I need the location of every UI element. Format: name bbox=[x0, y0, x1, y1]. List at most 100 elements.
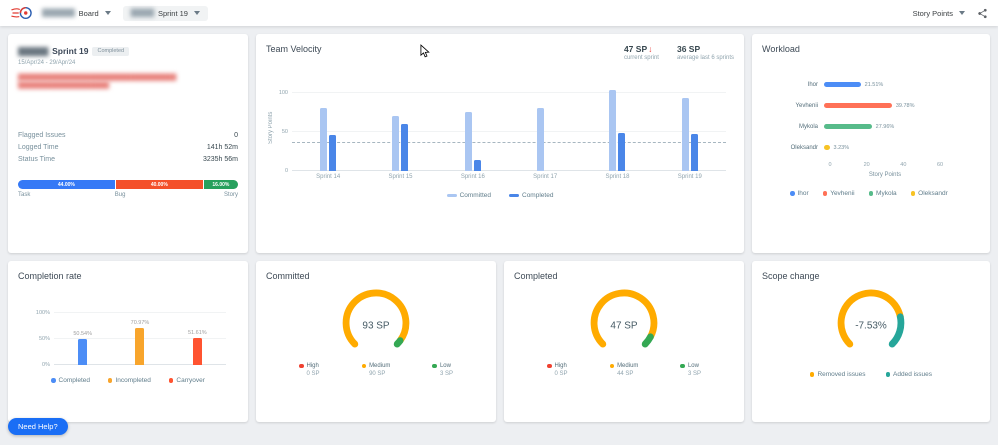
velocity-bar-group bbox=[464, 111, 481, 171]
legend-dot bbox=[168, 378, 174, 383]
velocity-bar-completed[interactable] bbox=[401, 124, 409, 171]
stat-logged-time: Logged Time 141h 52m bbox=[18, 142, 238, 154]
completion-bar-incompleted[interactable] bbox=[135, 328, 145, 365]
velocity-x-axis: Sprint 14 Sprint 15 Sprint 16 Sprint 17 Spri… bbox=[292, 174, 726, 180]
legend-dot bbox=[51, 378, 56, 383]
current-sprint-value: 47 SP bbox=[623, 44, 648, 54]
legend-label: High bbox=[554, 363, 567, 369]
share-icon[interactable] bbox=[977, 8, 988, 19]
legend-marker bbox=[509, 194, 519, 197]
legend-dot bbox=[299, 363, 304, 369]
workload-bar-mykola[interactable] bbox=[824, 124, 872, 129]
app-logo-icon bbox=[11, 6, 32, 20]
velocity-bar-completed[interactable] bbox=[329, 135, 337, 171]
gauge-segment bbox=[393, 337, 404, 348]
legend-completed[interactable]: Completed bbox=[51, 377, 90, 384]
completion-bar-carryover[interactable] bbox=[192, 338, 202, 365]
workload-bar-yevhenii[interactable] bbox=[824, 103, 892, 108]
velocity-bar-committed[interactable] bbox=[537, 108, 545, 171]
workload-bar-ihor[interactable] bbox=[824, 82, 861, 87]
value-label: 50.54% bbox=[73, 330, 92, 337]
velocity-bar-completed[interactable] bbox=[473, 160, 481, 171]
legend-low[interactable]: Low 3 SP bbox=[432, 363, 453, 377]
gridline bbox=[292, 130, 726, 132]
metric-select-label: Story Points bbox=[912, 8, 953, 18]
velocity-bar-committed[interactable] bbox=[681, 98, 689, 171]
legend-medium[interactable]: Medium 44 SP bbox=[609, 363, 638, 377]
x-tick-label: Sprint 15 bbox=[388, 174, 413, 180]
velocity-chart: 0 50 100 Sprint 14 Sprint 15 Sprint 16 Sprint… bbox=[276, 85, 734, 180]
app-logo[interactable] bbox=[10, 5, 34, 21]
redacted-board-name: ███████ bbox=[42, 9, 75, 17]
legend-dot bbox=[790, 191, 795, 196]
velocity-bar-group bbox=[681, 98, 698, 171]
velocity-bar-committed[interactable] bbox=[609, 89, 617, 171]
velocity-bar-committed[interactable] bbox=[464, 111, 472, 171]
redacted-sprint-title-prefix: ██████ bbox=[18, 46, 49, 56]
velocity-bar-completed[interactable] bbox=[690, 134, 698, 171]
metric-select[interactable]: Story Points bbox=[913, 9, 965, 18]
legend-mykola[interactable]: Mykola bbox=[868, 190, 897, 197]
legend-added-issues[interactable]: Added issues bbox=[885, 371, 932, 378]
legend-carryover[interactable]: Carryover bbox=[168, 377, 205, 384]
stat-label: Flagged Issues bbox=[18, 132, 66, 139]
scope-change-card: Scope change -7.53% Removed issues Added … bbox=[752, 261, 990, 422]
gridline bbox=[292, 170, 726, 171]
x-tick-label: 20 bbox=[863, 162, 870, 168]
velocity-bar-completed[interactable] bbox=[618, 132, 626, 171]
x-tick-label: Sprint 18 bbox=[605, 174, 630, 180]
distribution-segment-story[interactable]: 16.00% bbox=[202, 180, 238, 189]
velocity-stats: 47 SP↓ current sprint 36 SP average last… bbox=[624, 44, 734, 61]
stat-value: 141h 52m bbox=[206, 144, 238, 151]
legend-removed-issues[interactable]: Removed issues bbox=[809, 371, 866, 378]
board-select[interactable]: ███████ Board bbox=[42, 9, 111, 18]
legend-label: Completed bbox=[522, 192, 554, 199]
committed-gauge: 93 SP bbox=[342, 289, 410, 348]
issue-distribution-bar[interactable]: 44.00% 40.00% 16.00% bbox=[18, 180, 238, 189]
legend-completed[interactable]: Completed bbox=[509, 192, 553, 199]
sprint-status-badge: Completed bbox=[92, 46, 130, 56]
legend-label: Carryover bbox=[176, 377, 205, 384]
legend-high[interactable]: High 0 SP bbox=[299, 363, 320, 377]
value-label: 70.97% bbox=[130, 320, 150, 327]
category-label: Oleksandr bbox=[790, 144, 818, 151]
legend-label: Ihor bbox=[797, 190, 809, 197]
chevron-down-icon bbox=[959, 11, 965, 15]
legend-low[interactable]: Low 3 SP bbox=[680, 363, 701, 377]
distribution-segment-task[interactable]: 44.00% bbox=[18, 180, 115, 189]
completion-rate-chart: 0% 50% 100% 50.54% 70.97% 51.61% bbox=[36, 303, 226, 368]
gauge-wrap: 47 SP bbox=[514, 283, 734, 361]
velocity-bar-committed[interactable] bbox=[392, 116, 400, 171]
sprint-select[interactable]: █████ Sprint 19 bbox=[122, 5, 208, 21]
average-label: average last 6 sprints bbox=[676, 55, 734, 61]
legend-high[interactable]: High 0 SP bbox=[547, 363, 568, 377]
legend-committed[interactable]: Committed bbox=[446, 192, 491, 199]
legend-dot bbox=[680, 363, 685, 369]
need-help-button[interactable]: Need Help? bbox=[8, 418, 68, 435]
workload-row: Oleksandr 3.23% bbox=[762, 141, 980, 154]
velocity-bar-committed[interactable] bbox=[320, 108, 328, 171]
value-label: 3.23% bbox=[833, 144, 850, 151]
velocity-bar-group bbox=[537, 108, 553, 171]
committed-legend: High 0 SP Medium 90 SP Low 3 SP bbox=[266, 363, 486, 377]
x-tick-label: Sprint 17 bbox=[533, 174, 558, 180]
stat-flagged-issues: Flagged Issues 0 bbox=[18, 130, 238, 142]
sprint-date-range: 15/Apr/24 - 29/Apr/24 bbox=[18, 60, 76, 66]
value-label: 21.51% bbox=[864, 81, 884, 88]
gauge-segment bbox=[342, 289, 410, 348]
legend-oleksandr[interactable]: Oleksandr bbox=[910, 190, 948, 197]
stat-label: Status Time bbox=[18, 156, 55, 163]
legend-ihor[interactable]: Ihor bbox=[790, 190, 809, 197]
velocity-bar-group bbox=[320, 108, 337, 171]
sprint-summary-card: ██████ Sprint 19 Completed 15/Apr/24 - 2… bbox=[8, 34, 248, 253]
distribution-segment-bug[interactable]: 40.00% bbox=[114, 180, 203, 189]
completion-bar-completed[interactable] bbox=[78, 338, 88, 365]
redacted-sprint-prefix: █████ bbox=[130, 9, 155, 17]
legend-yevhenii[interactable]: Yevhenii bbox=[822, 190, 855, 197]
legend-medium[interactable]: Medium 90 SP bbox=[361, 363, 390, 377]
workload-bar-oleksandr[interactable] bbox=[824, 145, 830, 150]
redacted-sprint-goal: ████████████████████████████████████████… bbox=[18, 74, 238, 90]
y-tick-label: 0% bbox=[42, 362, 50, 368]
legend-dot bbox=[547, 363, 552, 369]
legend-incompleted[interactable]: Incompleted bbox=[107, 377, 151, 384]
